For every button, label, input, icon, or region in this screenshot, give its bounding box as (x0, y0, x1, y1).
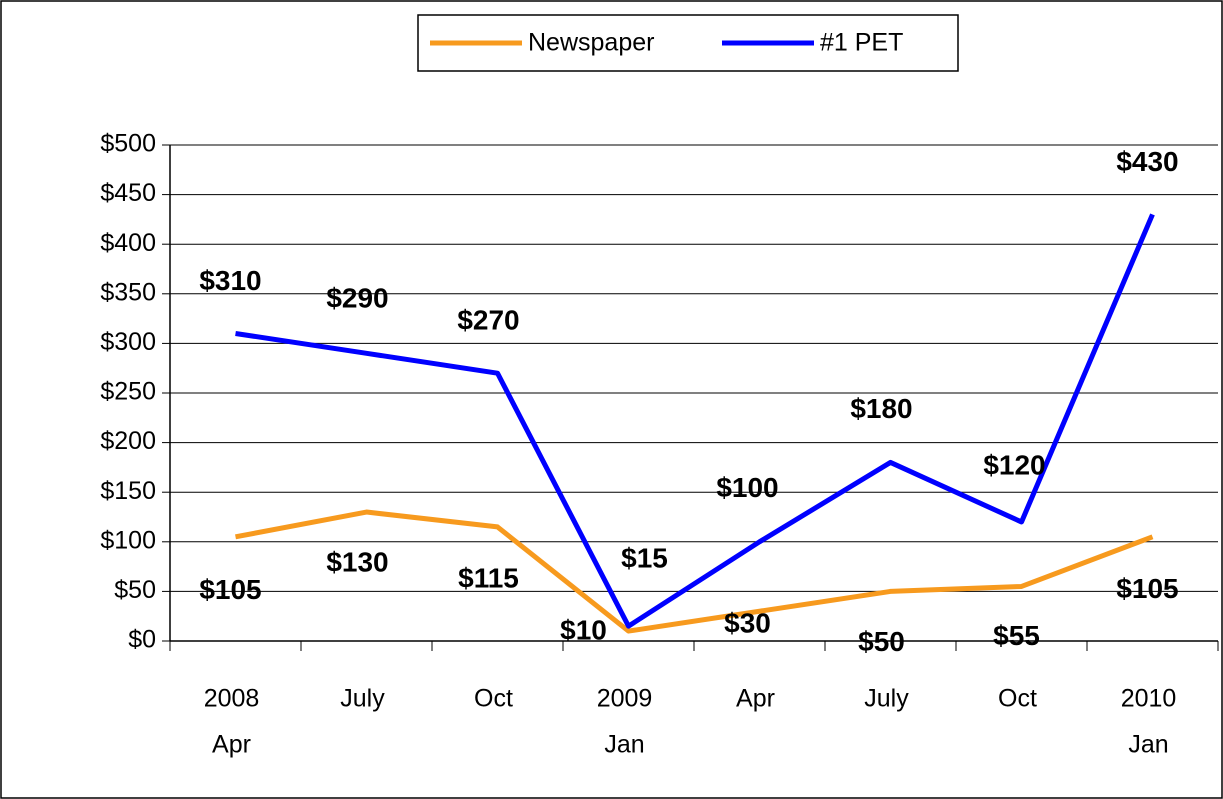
x-tick-label: 2009 (597, 685, 653, 713)
y-tick-label: $500 (100, 130, 156, 158)
data-label: $115 (458, 562, 519, 593)
legend-label: Newspaper (528, 29, 654, 57)
y-tick-label: $400 (100, 229, 156, 257)
x-tick-label: July (340, 685, 385, 713)
data-label: $180 (850, 393, 912, 424)
line-series (235, 509, 1154, 634)
y-tick-label: $100 (100, 526, 156, 554)
data-label: $30 (724, 608, 771, 639)
data-label: $430 (1116, 146, 1178, 177)
y-tick-label: $50 (114, 576, 156, 604)
x-tick-label: Jan (1128, 731, 1168, 759)
y-tick-label: $200 (100, 427, 156, 455)
y-tick-label: $450 (100, 179, 156, 207)
data-label: $120 (983, 449, 1045, 480)
line-series (235, 213, 1155, 629)
x-tick-label: Apr (212, 731, 251, 759)
y-tick-label: $0 (128, 626, 156, 654)
x-tick-label: 2008 (204, 685, 260, 713)
legend-label: #1 PET (820, 29, 903, 57)
data-label: $270 (457, 305, 519, 336)
data-label: $10 (560, 614, 607, 645)
data-label: $100 (716, 472, 778, 503)
data-label: $105 (1116, 573, 1178, 604)
data-label: $55 (993, 620, 1040, 651)
x-tick-label: Oct (474, 685, 513, 713)
y-tick-label: $300 (100, 328, 156, 356)
x-tick-label: July (864, 685, 909, 713)
data-label: $310 (199, 265, 261, 296)
data-label: $130 (326, 546, 388, 577)
y-tick-label: $250 (100, 378, 156, 406)
data-label: $290 (326, 283, 388, 314)
data-label: $15 (621, 543, 668, 574)
y-tick-label: $350 (100, 278, 156, 306)
data-label: $105 (199, 574, 261, 605)
x-tick-label: Apr (736, 685, 775, 713)
x-tick-label: 2010 (1121, 685, 1177, 713)
y-tick-label: $150 (100, 477, 156, 505)
x-tick-label: Oct (998, 685, 1037, 713)
data-label: $50 (858, 626, 905, 657)
x-tick-label: Jan (604, 731, 644, 759)
